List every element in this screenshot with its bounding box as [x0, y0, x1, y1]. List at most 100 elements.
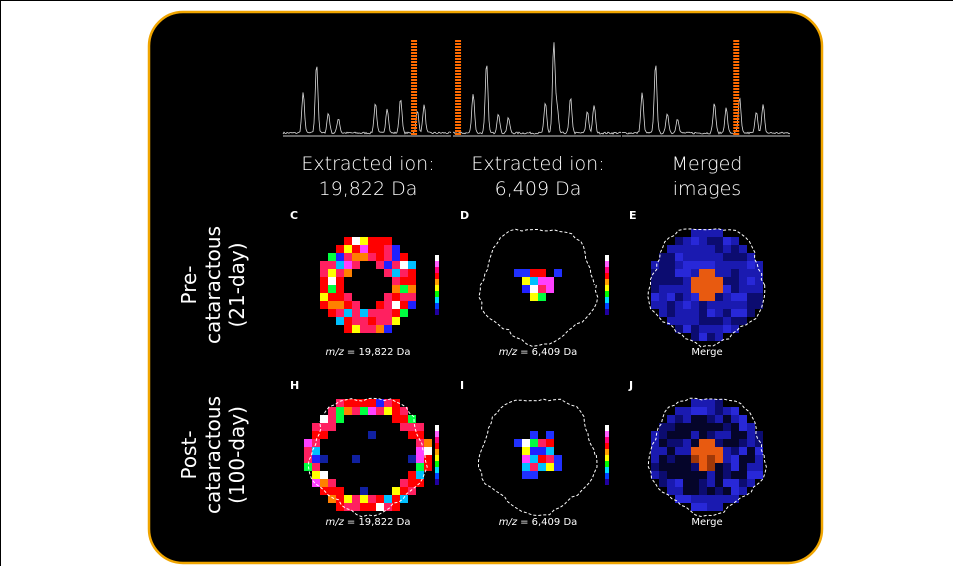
image-pixel [675, 301, 683, 309]
image-pixel [699, 253, 707, 261]
image-pixel [400, 301, 408, 309]
image-pixel [304, 439, 312, 447]
image-pixel [675, 447, 683, 455]
column-header: images [673, 178, 741, 200]
colorbar-step [435, 455, 439, 461]
image-pixel [699, 415, 707, 423]
image-pixel [715, 333, 723, 341]
extracted-ion-marker [455, 79, 461, 81]
colorbar-step [435, 437, 439, 443]
image-pixel [707, 293, 715, 301]
image-pixel [659, 285, 667, 293]
extracted-ion-marker [411, 64, 417, 66]
image-pixel [731, 261, 739, 269]
image-pixel [755, 463, 763, 471]
image-pixel [408, 301, 416, 309]
image-pixel [699, 333, 707, 341]
extracted-ion-marker [411, 43, 417, 45]
image-pixel [376, 399, 384, 407]
extracted-ion-marker [411, 91, 417, 93]
image-pixel [328, 293, 336, 301]
image-pixel [675, 463, 683, 471]
extracted-ion-marker [455, 100, 461, 102]
image-pixel [739, 471, 747, 479]
image-pixel [707, 309, 715, 317]
image-pixel [530, 293, 538, 301]
image-pixel [699, 495, 707, 503]
image-pixel [707, 455, 715, 463]
caption-variable: m/z [499, 347, 518, 358]
image-pixel [707, 431, 715, 439]
extracted-ion-marker [455, 103, 461, 105]
image-pixel [651, 463, 659, 471]
extracted-ion-marker [733, 70, 739, 72]
image-pixel [699, 479, 707, 487]
image-pixel [699, 309, 707, 317]
image-pixel [675, 325, 683, 333]
image-pixel [344, 309, 352, 317]
image-pixel [522, 269, 530, 277]
image-pixel [683, 293, 691, 301]
panel-caption: m/z= 19,822 Da [326, 517, 411, 528]
extracted-ion-marker [411, 82, 417, 84]
image-pixel [699, 431, 707, 439]
image-pixel [707, 503, 715, 511]
image-pixel [691, 301, 699, 309]
image-pixel [328, 487, 336, 495]
panel-letter: H [290, 379, 299, 392]
caption-text: = 19,822 Da [347, 347, 411, 358]
colorbar-step [605, 267, 609, 273]
image-pixel [675, 293, 683, 301]
image-pixel [659, 269, 667, 277]
image-pixel [699, 293, 707, 301]
image-pixel [659, 293, 667, 301]
image-pixel [715, 471, 723, 479]
image-pixel [723, 325, 731, 333]
image-pixel [739, 455, 747, 463]
caption-variable: m/z [326, 347, 345, 358]
image-pixel [731, 431, 739, 439]
image-pixel [667, 253, 675, 261]
image-pixel [554, 455, 562, 463]
extracted-ion-marker [411, 61, 417, 63]
image-pixel [368, 495, 376, 503]
image-pixel [392, 309, 400, 317]
extracted-ion-marker [733, 82, 739, 84]
extracted-ion-marker [411, 85, 417, 87]
image-pixel [683, 237, 691, 245]
image-pixel [723, 495, 731, 503]
image-pixel [691, 269, 699, 277]
image-pixel [739, 447, 747, 455]
colorbar-step [435, 303, 439, 309]
colorbar-step [605, 443, 609, 449]
image-pixel [336, 253, 344, 261]
image-pixel [328, 277, 336, 285]
extracted-ion-marker [455, 112, 461, 114]
image-pixel [691, 237, 699, 245]
image-pixel [408, 455, 416, 463]
image-pixel [522, 463, 530, 471]
image-pixel [344, 407, 352, 415]
image-pixel [530, 463, 538, 471]
image-pixel [715, 487, 723, 495]
image-pixel [344, 261, 352, 269]
image-pixel [328, 285, 336, 293]
extracted-ion-marker [411, 94, 417, 96]
image-pixel [538, 293, 546, 301]
image-pixel [707, 463, 715, 471]
image-pixel [320, 277, 328, 285]
image-pixel [707, 325, 715, 333]
image-pixel [546, 285, 554, 293]
extracted-ion-marker [455, 70, 461, 72]
image-pixel [707, 439, 715, 447]
image-pixel [522, 455, 530, 463]
image-pixel [715, 495, 723, 503]
image-pixel [651, 293, 659, 301]
extracted-ion-marker [733, 88, 739, 90]
image-pixel [336, 487, 344, 495]
image-pixel [691, 333, 699, 341]
image-pixel [659, 301, 667, 309]
extracted-ion-marker [733, 133, 739, 135]
image-pixel [546, 431, 554, 439]
image-pixel [675, 237, 683, 245]
